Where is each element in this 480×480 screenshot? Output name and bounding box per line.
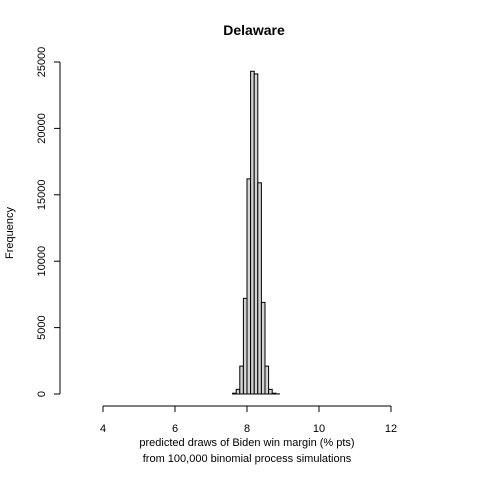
x-tick-label-0: 4 <box>100 423 106 435</box>
chart-title: Delaware <box>223 22 285 38</box>
histogram-bar-6 <box>253 73 259 395</box>
y-axis-label: Frequency <box>4 207 16 259</box>
x-axis: 4 6 8 10 12 <box>100 405 397 435</box>
y-tick-label-3: 15000 <box>36 180 48 211</box>
histogram-bar-7 <box>257 182 262 395</box>
x-axis-label-line1: predicted draws of Biden win margin (% p… <box>139 437 354 449</box>
histogram-bar-5 <box>250 70 255 395</box>
y-tick-label-5: 25000 <box>36 47 48 78</box>
histogram-bar-1 <box>235 388 241 395</box>
histogram-bar-0 <box>232 392 237 395</box>
y-tick-label-0: 0 <box>36 391 48 397</box>
y-tick-label-4: 20000 <box>36 113 48 144</box>
y-tick-label-1: 5000 <box>36 315 48 339</box>
histogram-bar-4 <box>246 178 252 395</box>
histogram-bar-11 <box>271 392 277 395</box>
y-axis: 0 5000 10000 15000 20000 25000 <box>36 47 61 397</box>
x-axis-label-line2: from 100,000 binomial process simulation… <box>143 453 352 465</box>
x-tick-label-2: 8 <box>244 423 250 435</box>
histogram-bar-8 <box>260 301 266 395</box>
histogram-bar-3 <box>242 297 248 395</box>
histogram-bar-2 <box>239 365 244 395</box>
y-tick-label-2: 10000 <box>36 246 48 277</box>
histogram-bar-9 <box>264 365 270 395</box>
x-tick-label-3: 10 <box>313 423 325 435</box>
x-tick-label-1: 6 <box>172 423 178 435</box>
x-tick-label-4: 12 <box>385 423 397 435</box>
histogram-bar-10 <box>268 388 273 395</box>
histogram-bars <box>232 70 280 395</box>
